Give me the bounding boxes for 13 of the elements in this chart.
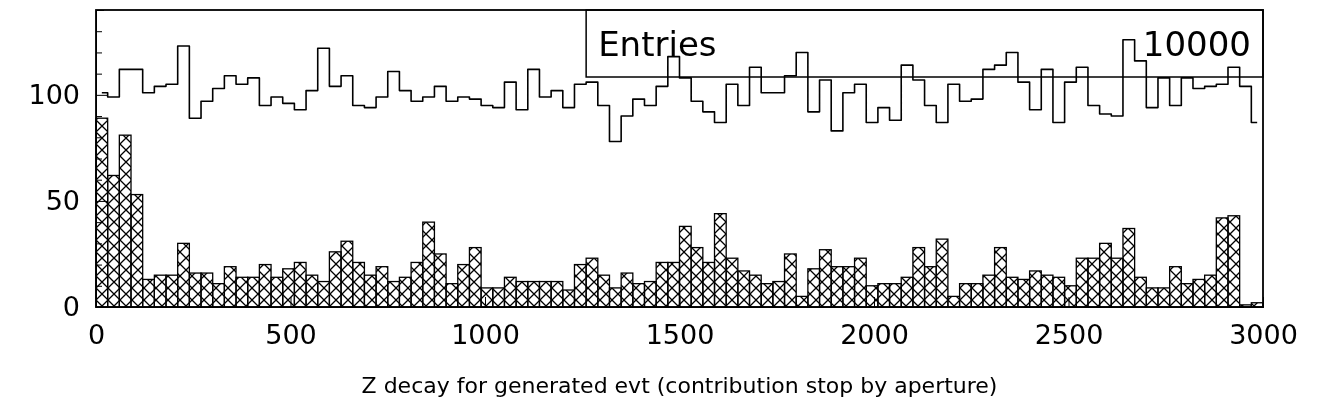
x-tick-label: 3000 — [1229, 319, 1298, 351]
x-axis-title: Z decay for generated evt (contribution stop by aperture) — [361, 373, 998, 398]
annotation: 10000 — [1142, 23, 1251, 64]
y-tick-label: 50 — [45, 185, 80, 217]
x-tick-label: 0 — [87, 319, 106, 351]
y-tick-label: 0 — [62, 291, 80, 323]
x-tick-label: 1000 — [451, 319, 520, 351]
annotation: Entries — [598, 23, 717, 64]
y-tick-label: 100 — [28, 79, 80, 110]
x-tick-label: 2000 — [840, 319, 909, 351]
x-tick-label: 1500 — [645, 319, 715, 351]
x-tick-label: 2500 — [1034, 319, 1104, 351]
x-tick-label: 500 — [265, 319, 317, 351]
